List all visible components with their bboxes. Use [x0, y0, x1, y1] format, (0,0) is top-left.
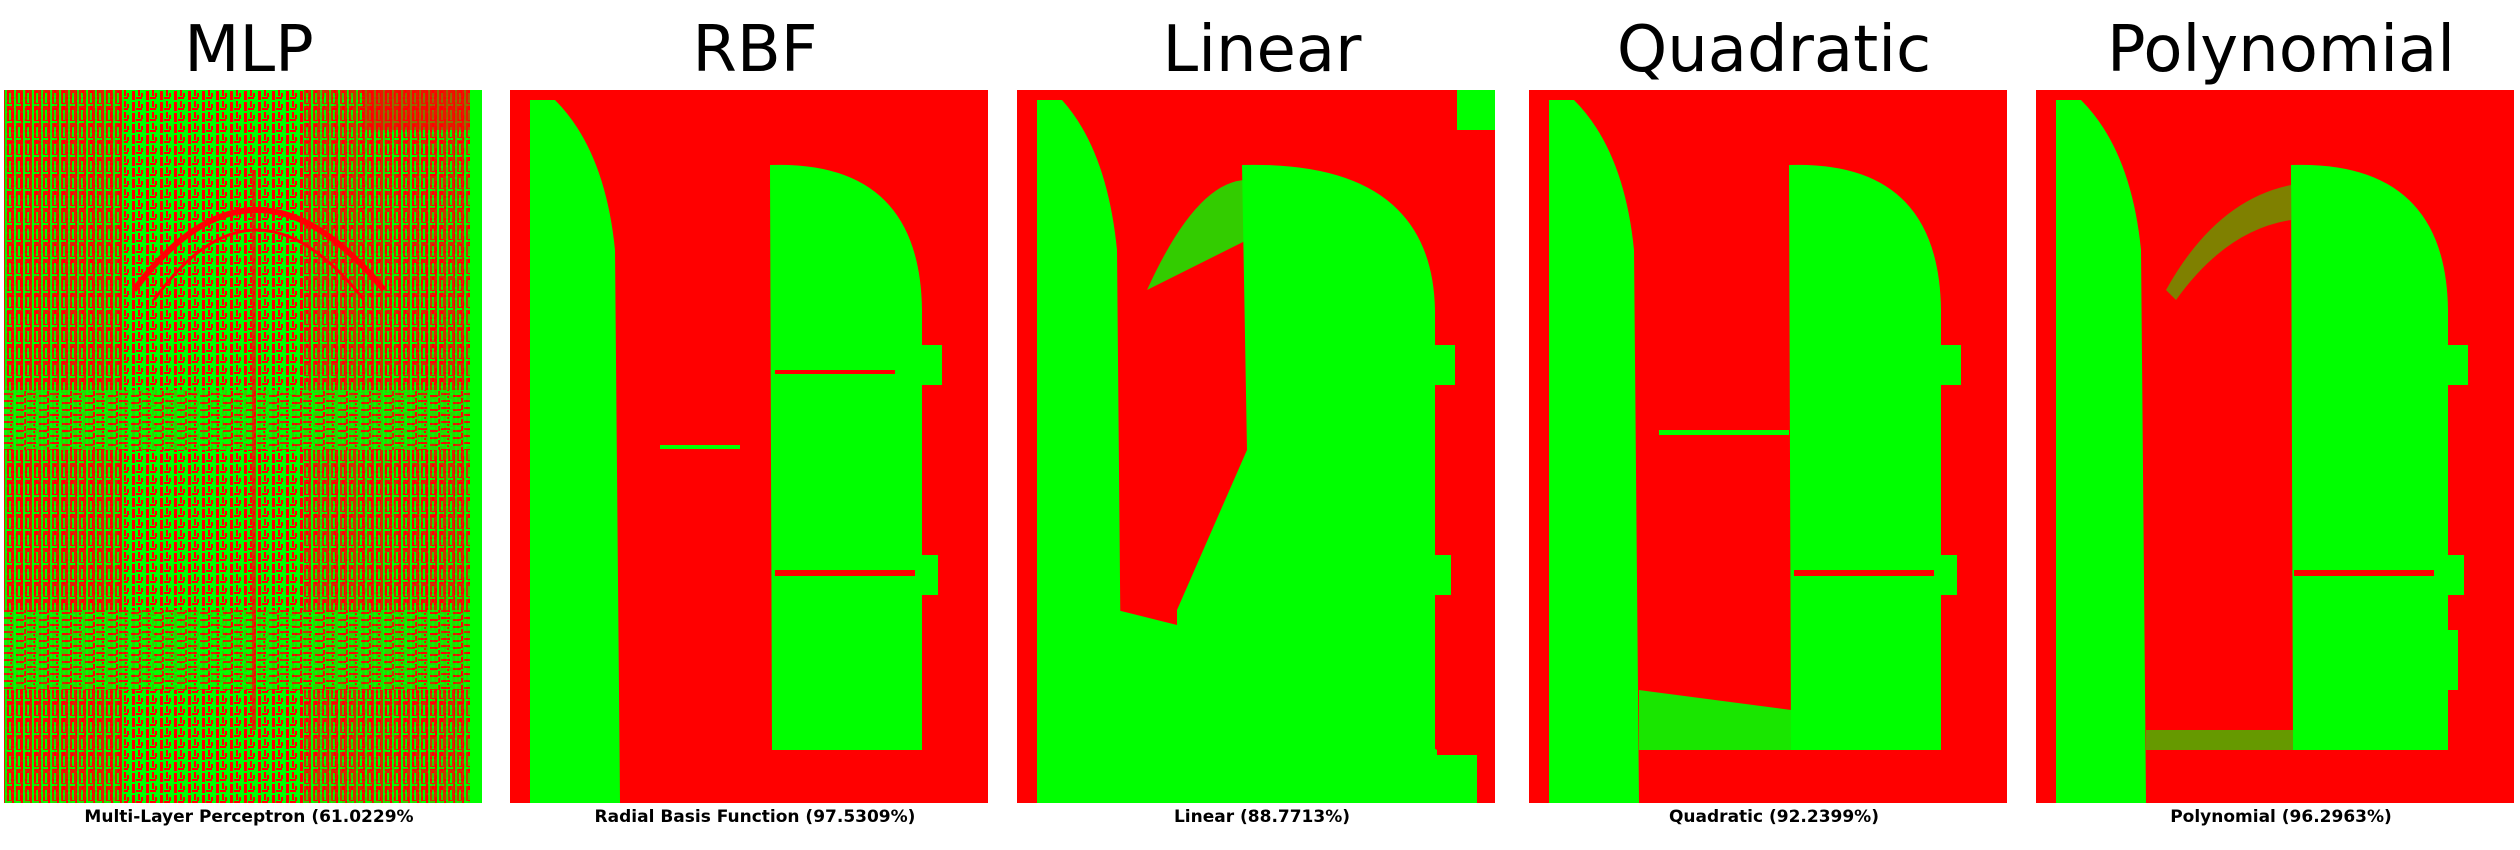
quadratic-lower-fill — [1639, 690, 1791, 750]
polynomial-line-1 — [2294, 570, 2434, 576]
linear-floor-strip — [1037, 755, 1477, 803]
rbf-line-2 — [775, 370, 895, 374]
segmentation-image-mlp — [4, 90, 482, 803]
quadratic-line-1 — [1659, 430, 1789, 435]
segmentation-image-polynomial — [2036, 90, 2514, 803]
quadratic-hinge-2 — [1941, 555, 1957, 595]
panel-title: Quadratic — [1616, 13, 1932, 87]
mlp-arch — [131, 207, 387, 292]
polynomial-bottom-strip — [2146, 730, 2296, 750]
quadratic-line-2 — [1794, 570, 1934, 576]
mlp-band-1 — [4, 390, 482, 450]
segmentation-image-rbf — [510, 90, 988, 803]
polynomial-hinge-3 — [2446, 630, 2458, 690]
rbf-right-door — [770, 164, 922, 750]
linear-right-door — [1177, 164, 1435, 750]
mlp-band-2 — [4, 610, 482, 690]
linear-arch-inner — [1147, 180, 1247, 290]
panel-title: Polynomial — [2107, 13, 2455, 87]
panel-linear: Linear Linear (88.7713%) — [1017, 0, 1507, 850]
panel-title: Linear — [1162, 13, 1362, 87]
linear-top-right — [1457, 90, 1495, 130]
polynomial-left-door — [2056, 100, 2146, 803]
quadratic-left-door — [1549, 100, 1639, 803]
mlp-top-right-red — [364, 90, 482, 130]
mlp-right-edge-green — [470, 90, 482, 803]
panel-quadratic: Quadratic Quadratic (92.2399%) — [1529, 0, 2019, 850]
polynomial-right-door — [2291, 164, 2448, 750]
segmentation-image-linear — [1017, 90, 1495, 803]
panel-polynomial: Polynomial Polynomial (96.2963%) — [2036, 0, 2520, 850]
panel-rbf: RBF Radial Basis Function (97.5309%) — [510, 0, 1000, 850]
quadratic-hinge-1 — [1941, 345, 1961, 385]
rbf-hinge-1 — [922, 345, 942, 385]
rbf-hinge-2 — [922, 555, 938, 595]
panel-caption: Multi-Layer Perceptron (61.0229% — [84, 807, 414, 827]
segmentation-image-quadratic — [1529, 90, 2007, 803]
panel-title: MLP — [184, 13, 314, 87]
panel-caption: Linear (88.7713%) — [1173, 807, 1351, 827]
rbf-line-1 — [660, 445, 740, 449]
panel-caption: Polynomial (96.2963%) — [2170, 807, 2392, 827]
panel-title: RBF — [692, 13, 818, 87]
linear-hinge-2 — [1435, 555, 1451, 595]
quadratic-right-door — [1789, 164, 1941, 750]
rbf-line-3 — [775, 570, 915, 576]
panel-caption: Quadratic (92.2399%) — [1668, 807, 1879, 827]
panel-mlp: MLP — [4, 0, 494, 850]
polynomial-hinge-1 — [2448, 345, 2468, 385]
rbf-left-door — [530, 100, 620, 803]
polynomial-hinge-2 — [2448, 555, 2464, 595]
panel-caption: Radial Basis Function (97.5309%) — [594, 807, 916, 827]
linear-left-door — [1037, 100, 1122, 803]
mlp-arch-inner — [152, 228, 366, 301]
polynomial-arch-noise — [2166, 185, 2291, 300]
linear-bottom-fill — [1117, 610, 1437, 803]
linear-hinge-1 — [1435, 345, 1455, 385]
